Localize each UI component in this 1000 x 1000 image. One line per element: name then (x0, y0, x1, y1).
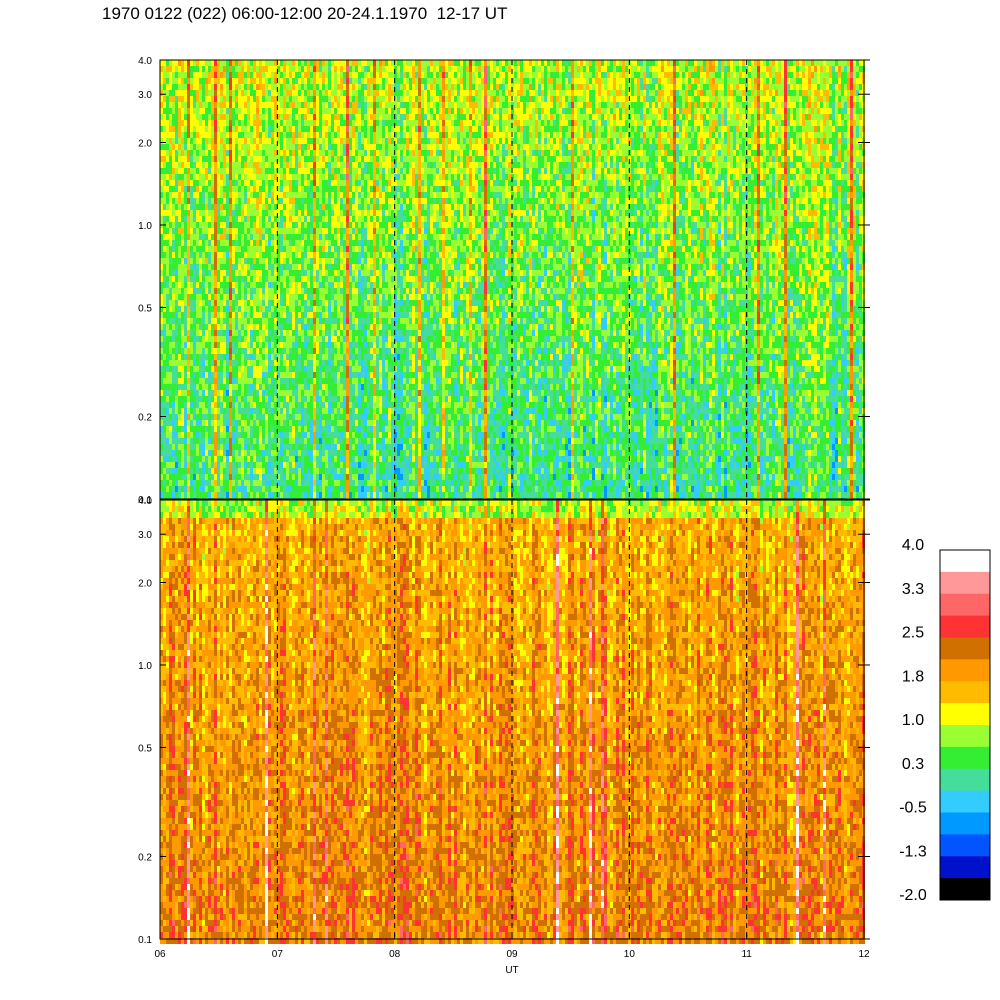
ytick-label: 0.5 (138, 303, 152, 314)
ytick-label: 2.0 (138, 138, 152, 149)
colorbar-label: -1.3 (899, 843, 927, 860)
ytick-label: 1.0 (138, 221, 152, 232)
colorbar-swatch (940, 769, 990, 791)
ytick-label: 0.2 (138, 413, 152, 424)
colorbar-label: 1.0 (902, 712, 924, 729)
colorbar-swatch (940, 725, 990, 747)
colorbar-label: 1.8 (902, 668, 924, 685)
ytick-label: 2.0 (138, 578, 152, 589)
colorbar-swatch (940, 594, 990, 616)
colorbar-swatch (940, 550, 990, 572)
colorbar-swatch (940, 659, 990, 681)
xtick-label: 11 (741, 949, 752, 960)
colorbar-swatch (940, 791, 990, 813)
xtick-label: 06 (154, 949, 166, 960)
xtick-label: 08 (389, 949, 401, 960)
ytick-label: 1.0 (138, 661, 152, 672)
xtick-label: 09 (506, 949, 518, 960)
colorbar-label: 2.5 (902, 625, 924, 642)
colorbar-swatch (940, 703, 990, 725)
colorbar-swatch (940, 878, 990, 900)
ytick-label: 0.2 (138, 853, 152, 864)
colorbar-label: 4.0 (902, 537, 924, 554)
ytick-label: 0.1 (138, 935, 152, 946)
colorbar-swatch (940, 638, 990, 660)
colorbar-label: -0.5 (899, 800, 927, 817)
colorbar-swatch (940, 834, 990, 856)
ytick-label: 4.0 (138, 56, 152, 67)
xtick-label: 12 (858, 949, 870, 960)
colorbar-label: -2.0 (899, 887, 927, 904)
colorbar-label: 3.3 (902, 581, 924, 598)
xtick-label: 07 (272, 949, 284, 960)
colorbar-swatch (940, 681, 990, 703)
colorbar-label: 0.3 (902, 756, 924, 773)
colorbar-swatch (940, 572, 990, 594)
ytick-label: 0.5 (138, 743, 152, 754)
xtick-label: 10 (624, 949, 636, 960)
xaxis-label: UT (505, 965, 518, 976)
colorbar-swatch (940, 813, 990, 835)
colorbar-swatch (940, 747, 990, 769)
ytick-label: 3.0 (138, 530, 152, 541)
colorbar-swatch (940, 616, 990, 638)
colorbar-swatch (940, 856, 990, 878)
ytick-label: 3.0 (138, 90, 152, 101)
ytick-label: 4.0 (138, 496, 152, 507)
